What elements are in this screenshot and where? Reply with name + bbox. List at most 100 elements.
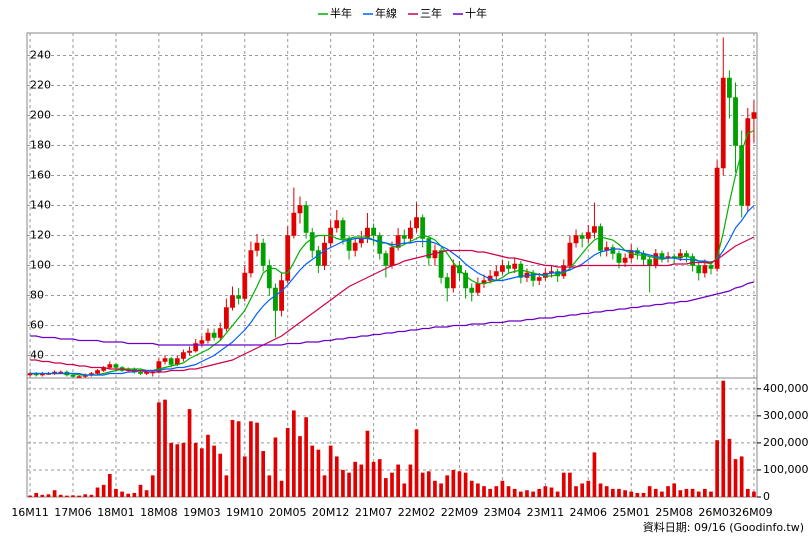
volume-bar — [126, 493, 131, 497]
volume-bar — [739, 456, 744, 497]
candle-body — [444, 277, 450, 289]
candle-body — [653, 253, 659, 266]
candle-body — [426, 238, 432, 259]
volume-bar — [359, 464, 364, 497]
candle-body — [352, 242, 358, 251]
candle-body — [205, 332, 211, 341]
volume-bar — [365, 430, 370, 497]
candle-body — [168, 358, 174, 365]
volume-bar — [132, 492, 137, 497]
volume-bar — [371, 461, 376, 497]
legend-label: 十年 — [465, 6, 487, 20]
volume-bar — [95, 487, 100, 497]
x-tick-label: 19M10 — [226, 506, 264, 519]
x-tick-label: 20M05 — [269, 506, 307, 519]
volume-bar — [574, 486, 578, 497]
candle-body — [187, 350, 192, 353]
volume-bar — [298, 436, 302, 497]
legend: 半年 年線 三年 十年 — [318, 6, 487, 20]
volume-bar — [709, 491, 713, 497]
legend-label: 年線 — [375, 6, 397, 20]
candle-body — [463, 272, 469, 289]
volume-bar — [586, 480, 591, 497]
volume-bar — [163, 399, 167, 497]
candle-body — [702, 265, 708, 274]
candle-body — [236, 295, 242, 299]
ma-line — [30, 236, 755, 373]
candle-body — [469, 287, 475, 293]
candle-body — [309, 232, 315, 251]
y-tick-label: 60 — [30, 319, 44, 332]
volume-bar — [390, 472, 394, 497]
volume-bar — [236, 421, 241, 497]
candle-body — [512, 263, 518, 269]
candle-body — [76, 376, 82, 378]
candle-body — [340, 220, 346, 239]
volume-bar — [28, 495, 32, 497]
candle-body — [70, 374, 76, 377]
x-tick-label: 21M07 — [355, 506, 393, 519]
candle-body — [647, 259, 653, 266]
candle-body — [573, 235, 579, 244]
volume-bar — [138, 484, 143, 497]
candle-body — [303, 205, 309, 233]
candle-body — [598, 226, 603, 251]
volume-bar — [433, 480, 437, 497]
candle-body — [315, 250, 321, 266]
volume-bar — [537, 488, 542, 497]
candle-body — [260, 242, 266, 266]
volume-bar — [249, 421, 253, 497]
source-note: 資料日期: 09/16 (Goodinfo.tw) — [643, 520, 804, 534]
volume-bar — [543, 486, 548, 497]
volume-bar — [439, 483, 443, 497]
y-tick-label: 160 — [30, 169, 51, 182]
candle-body — [536, 277, 542, 281]
candle-body — [322, 242, 327, 266]
y-tick-label: 200 — [30, 109, 51, 122]
candle-body — [450, 265, 456, 289]
candle-body — [395, 235, 401, 248]
volume-bar — [52, 490, 57, 497]
volume-bar — [83, 494, 88, 497]
candle-body — [95, 370, 100, 374]
volume-bar — [641, 492, 646, 497]
y-tick-label: 220 — [30, 79, 51, 92]
volume-bar — [230, 419, 235, 497]
candle-body — [733, 97, 738, 146]
x-tick-label: 24M06 — [570, 506, 608, 519]
volume-bar — [629, 491, 634, 497]
volume-bar — [451, 469, 456, 497]
candle-body — [567, 242, 573, 266]
volume-bar — [463, 472, 468, 497]
candle-body — [242, 272, 248, 299]
y2-tick-label: 400,000 — [763, 382, 808, 395]
candle-body — [230, 295, 235, 308]
volume-bar — [267, 475, 272, 497]
candle-body — [291, 212, 297, 236]
volume-bar — [457, 471, 462, 497]
volume-bar — [242, 456, 247, 497]
volume-bar — [212, 445, 216, 497]
volume-bar — [598, 483, 603, 497]
y2-tick-label: 200,000 — [763, 436, 808, 449]
candle-body — [273, 287, 278, 311]
candle-body — [107, 364, 113, 368]
volume-bar — [181, 442, 186, 497]
y-tick-label: 120 — [30, 229, 51, 242]
volume-bar — [604, 486, 609, 497]
volume-bar — [169, 442, 173, 497]
volume-bar — [218, 453, 223, 497]
candle-body — [58, 371, 64, 374]
candle-body — [745, 118, 751, 206]
candle-body — [720, 77, 726, 169]
x-tick-label: 16M11 — [11, 506, 49, 519]
y2-tick-label: 0 — [763, 490, 770, 503]
candle-body — [506, 265, 511, 269]
y-tick-label: 80 — [30, 289, 44, 302]
volume-bar — [703, 488, 707, 497]
volume-bar — [506, 486, 511, 497]
volume-bar — [592, 452, 597, 497]
candle-body — [622, 257, 628, 263]
volume-bar — [34, 492, 39, 497]
volume-bar — [322, 475, 327, 497]
